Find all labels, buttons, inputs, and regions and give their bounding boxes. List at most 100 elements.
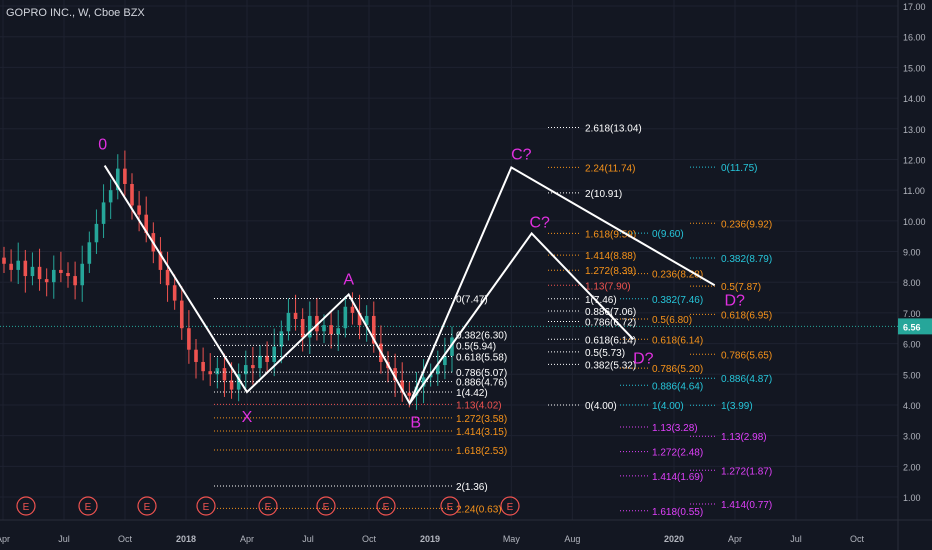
candle-body bbox=[251, 365, 255, 369]
candle-body bbox=[364, 315, 369, 326]
fib-level-label: 1(4.42) bbox=[456, 388, 488, 399]
candle-body bbox=[44, 279, 49, 283]
candle-body bbox=[272, 346, 277, 362]
fib-level-label: 0(7.47) bbox=[456, 294, 488, 305]
fib-level-label: 0.786(5.20) bbox=[652, 364, 703, 375]
fib-level-label: 0.382(7.46) bbox=[652, 295, 703, 306]
fib-level-label: 0.236(9.92) bbox=[721, 219, 772, 230]
fib-level-label: 0(9.60) bbox=[652, 229, 684, 240]
fib-level-label: 1.272(8.39) bbox=[585, 266, 636, 277]
pattern-point-label: C? bbox=[511, 146, 532, 163]
fib-level-label: 1.13(3.28) bbox=[652, 423, 698, 434]
fib-level-label: 0.618(6.14) bbox=[585, 335, 636, 346]
y-tick-label: 14.00 bbox=[903, 94, 926, 104]
earnings-marker bbox=[500, 496, 520, 516]
candle-body bbox=[123, 168, 127, 184]
current-price-tag bbox=[898, 318, 932, 335]
fib-level-label: 2(10.91) bbox=[585, 189, 622, 200]
candle-body bbox=[201, 361, 205, 372]
x-tick-label: Apr bbox=[728, 534, 742, 544]
candle-body bbox=[130, 183, 134, 206]
candle-body bbox=[158, 251, 163, 270]
fib-level-label: 0.5(5.73) bbox=[585, 348, 625, 359]
fib-level-label: 1.414(1.69) bbox=[652, 472, 703, 483]
candle-body bbox=[421, 377, 426, 387]
candle-body bbox=[393, 368, 397, 381]
candle-body bbox=[243, 365, 248, 375]
earnings-marker bbox=[440, 496, 460, 516]
fib-level-label: 1.13(4.02) bbox=[456, 400, 502, 411]
y-tick-label: 5.00 bbox=[903, 370, 921, 380]
fib-level-label: 0.786(5.07) bbox=[456, 368, 507, 379]
candle-body bbox=[16, 260, 21, 270]
x-tick-label: Apr bbox=[0, 534, 10, 544]
candle-body bbox=[293, 312, 298, 320]
fib-level-label: 0.786(5.65) bbox=[721, 350, 772, 361]
harmonic-pattern-alt bbox=[408, 231, 635, 404]
candle-body bbox=[443, 355, 447, 366]
earnings-marker bbox=[196, 496, 216, 516]
fib-level-label: 1(3.99) bbox=[721, 401, 753, 412]
fib-level-label: 2(1.36) bbox=[456, 482, 488, 493]
y-tick-label: 7.00 bbox=[903, 309, 921, 319]
earnings-marker-label: E bbox=[447, 502, 454, 513]
earnings-marker-label: E bbox=[323, 502, 330, 513]
candle-body bbox=[94, 223, 99, 243]
candle-body bbox=[115, 168, 120, 191]
fib-level-label: 1(7.46) bbox=[585, 295, 617, 306]
candle-body bbox=[87, 242, 92, 264]
fib-level-label: 0.886(4.87) bbox=[721, 374, 772, 385]
candle-body bbox=[265, 355, 269, 362]
x-tick-label: May bbox=[503, 534, 521, 544]
candle-body bbox=[229, 380, 234, 390]
harmonic-pattern-main bbox=[103, 165, 716, 406]
earnings-marker-label: E bbox=[85, 502, 92, 513]
y-tick-label: 13.00 bbox=[903, 125, 926, 135]
earnings-marker bbox=[137, 496, 157, 516]
earnings-marker bbox=[78, 496, 98, 516]
candle-body bbox=[329, 325, 333, 335]
x-tick-label: Jul bbox=[790, 534, 802, 544]
candle-body bbox=[80, 263, 85, 286]
candle-body bbox=[350, 306, 355, 313]
candle-body bbox=[101, 202, 106, 224]
x-tick-label: Aug bbox=[564, 534, 580, 544]
candle-body bbox=[59, 269, 63, 273]
pattern-point-label: D? bbox=[633, 350, 654, 367]
y-tick-label: 6.00 bbox=[903, 340, 921, 350]
candle-body bbox=[165, 269, 170, 286]
fib-level-label: 0.382(5.32) bbox=[585, 360, 636, 371]
y-tick-label: 12.00 bbox=[903, 155, 926, 165]
earnings-marker-label: E bbox=[265, 502, 272, 513]
fib-level-label: 2.24(0.63) bbox=[456, 504, 502, 515]
candle-body bbox=[322, 325, 326, 332]
fib-level-label: 0.382(6.30) bbox=[456, 330, 507, 341]
y-tick-label: 4.00 bbox=[903, 401, 921, 411]
fib-level-label: 1.272(2.48) bbox=[652, 448, 703, 459]
y-tick-label: 9.00 bbox=[903, 248, 921, 258]
candle-body bbox=[9, 263, 13, 270]
x-tick-label: Jul bbox=[58, 534, 70, 544]
fib-level-label: 0.886(4.76) bbox=[456, 378, 507, 389]
x-tick-label: 2020 bbox=[664, 534, 684, 544]
y-tick-label: 3.00 bbox=[903, 432, 921, 442]
candle-body bbox=[307, 315, 312, 338]
fib-level-label: 1(4.00) bbox=[652, 401, 684, 412]
candle-body bbox=[23, 260, 28, 277]
fib-level-label: 2.618(13.04) bbox=[585, 124, 642, 135]
candle-body bbox=[450, 337, 454, 356]
candle-body bbox=[435, 365, 440, 375]
y-tick-label: 2.00 bbox=[903, 462, 921, 472]
fib-level-label: 0.618(6.14) bbox=[652, 335, 703, 346]
pattern-point-label: B bbox=[410, 414, 421, 431]
pattern-point-label: A bbox=[343, 271, 354, 288]
fib-level-label: 0.236(8.28) bbox=[652, 270, 703, 281]
fib-level-label: 0.5(5.94) bbox=[456, 341, 496, 352]
candle-body bbox=[172, 285, 177, 301]
fib-level-label: 1.618(0.55) bbox=[652, 507, 703, 518]
earnings-marker bbox=[16, 496, 36, 516]
candle-body bbox=[208, 371, 213, 375]
fib-level-label: 1.414(8.88) bbox=[585, 251, 636, 262]
candle-body bbox=[108, 190, 113, 203]
